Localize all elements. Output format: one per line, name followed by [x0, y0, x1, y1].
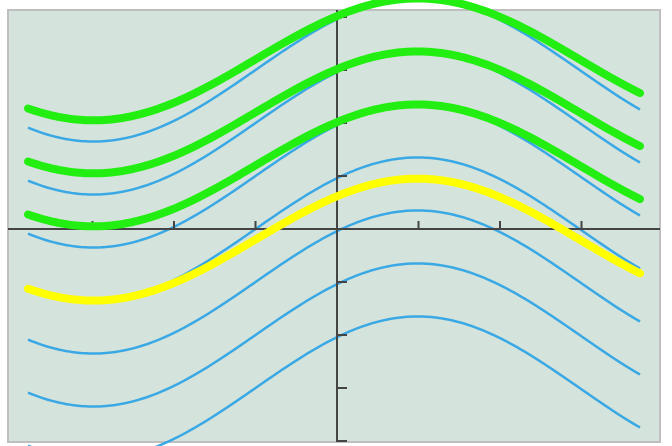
green-highlight-curve-2 [24, 47, 644, 178]
sine-curve-6 [27, 262, 641, 408]
green-highlight-curve-3 [24, 100, 644, 231]
series-curves [27, 0, 641, 446]
yellow-highlight-curve-4 [24, 174, 644, 305]
sine-curve-7 [27, 315, 641, 446]
highlight-curves [24, 0, 644, 305]
green-highlight-curve-1 [24, 0, 644, 125]
sine-curve-5 [27, 209, 641, 355]
